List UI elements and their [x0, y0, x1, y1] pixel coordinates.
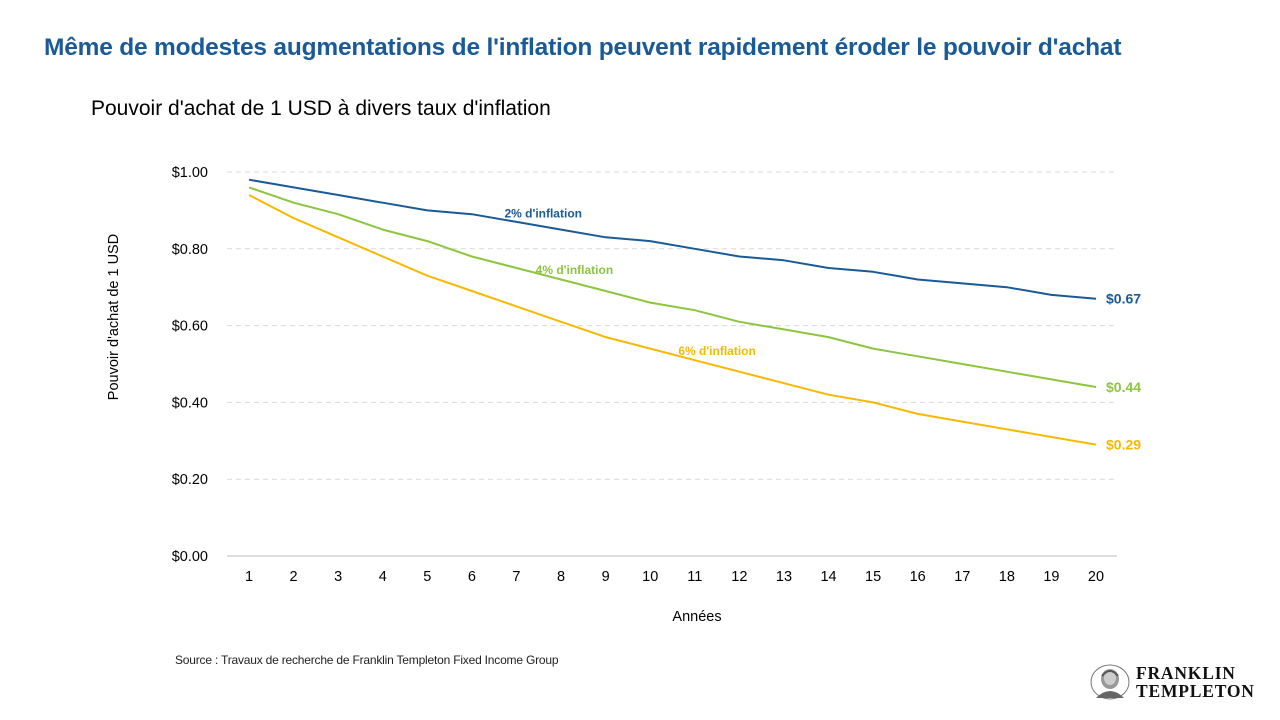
y-tick-label: $0.60 [172, 319, 208, 335]
x-tick-label: 15 [865, 569, 881, 585]
y-tick-label: $0.40 [172, 395, 208, 411]
x-tick-label: 14 [820, 569, 836, 585]
x-tick-label: 9 [602, 569, 610, 585]
series-labels: $0.67 2% d'inflation $0.44 4% d'inflation $0… [504, 207, 1141, 453]
x-axis-label: Années [672, 609, 721, 625]
x-tick-label: 20 [1088, 569, 1104, 585]
y-tick-label: $0.00 [172, 549, 208, 565]
axes: $0.00$0.20$0.40$0.60$0.80$1.001 2 3 4 5 6 7 8 9 1… [172, 165, 1117, 585]
x-tick-label: 19 [1043, 569, 1059, 585]
series-line-2 [248, 186, 1097, 388]
x-tick-label: 12 [731, 569, 747, 585]
x-tick-label: 18 [999, 569, 1015, 585]
y-tick-label: $1.00 [172, 165, 208, 181]
logo-line-1: FRANKLIN [1136, 663, 1236, 683]
x-tick-label: 16 [910, 569, 926, 585]
franklin-portrait-icon [1090, 664, 1130, 700]
y-tick-label: $0.80 [172, 242, 208, 258]
logo-line-2: TEMPLETON [1136, 681, 1255, 701]
x-tick-label: 11 [687, 569, 702, 585]
x-tick-label: 17 [954, 569, 970, 585]
series-lines [248, 178, 1097, 446]
x-tick-label: 13 [776, 569, 792, 585]
x-tick-label: 1 [245, 569, 253, 585]
series-line-3 [248, 194, 1097, 446]
x-tick-label: 2 [290, 569, 298, 585]
series-name-label: 2% d'inflation [504, 207, 582, 221]
x-tick-label: 6 [468, 569, 476, 585]
franklin-templeton-logo: FRANKLIN TEMPLETON [1088, 664, 1268, 704]
x-tick-label: 3 [334, 569, 342, 585]
x-tick-label: 5 [423, 569, 431, 585]
x-tick-label: 10 [642, 569, 658, 585]
y-tick-label: $0.20 [172, 472, 208, 488]
series-end-label: $0.29 [1106, 437, 1141, 453]
series-name-label: 6% d'inflation [678, 344, 756, 358]
gridlines [227, 171, 1117, 480]
series-line-1 [248, 178, 1097, 300]
logo-wordmark: FRANKLIN TEMPLETON [1136, 664, 1255, 700]
x-tick-label: 8 [557, 569, 565, 585]
source-note: Source : Travaux de recherche de Frankli… [175, 653, 559, 667]
series-end-label: $0.67 [1106, 291, 1141, 307]
x-tick-label: 4 [379, 569, 387, 585]
chart-title: Pouvoir d'achat de 1 USD à divers taux d… [91, 97, 551, 120]
y-axis-label: Pouvoir d'achat de 1 USD [106, 234, 122, 400]
x-tick-label: 7 [512, 569, 520, 585]
page-title: Même de modestes augmentations de l'infl… [44, 34, 1122, 61]
series-name-label: 4% d'inflation [536, 263, 614, 277]
series-end-label: $0.44 [1106, 379, 1141, 395]
